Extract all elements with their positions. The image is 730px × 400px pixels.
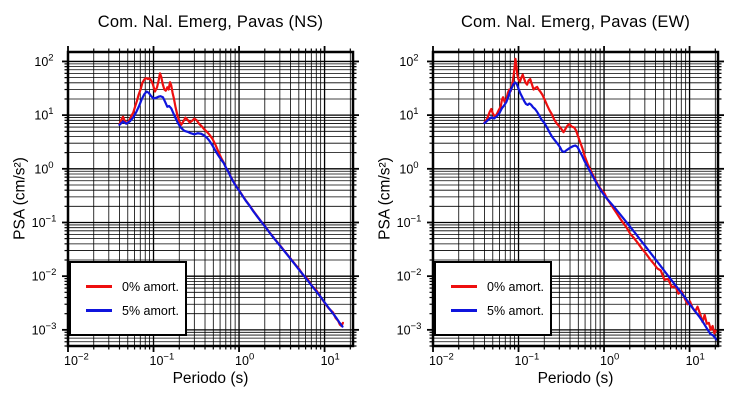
svg-text:101: 101 (34, 106, 53, 123)
svg-text:10−1: 10−1 (150, 352, 175, 369)
plot-frame (66, 50, 355, 348)
svg-text:10−3: 10−3 (32, 321, 57, 338)
curve-5-amort (483, 81, 718, 341)
tick-labels: 10−2 10−1 100 101 102 101 100 10−1 10−2 10−3 (397, 52, 705, 368)
svg-text:100: 100 (399, 160, 418, 177)
svg-text:10−1: 10−1 (397, 213, 422, 230)
tick-labels: 10−2 10−1 100 101 102 101 100 10−1 10−2 10−3 (32, 52, 340, 368)
legend-item: 5% amort. (86, 304, 185, 318)
chart-title-ew: Com. Nal. Emerg, Pavas (EW) (460, 13, 691, 31)
legend-line-red-icon (451, 285, 477, 288)
svg-text:102: 102 (34, 52, 53, 69)
x-axis-label: Periodo (s) (172, 370, 249, 387)
chart-panel-ew: Com. Nal. Emerg, Pavas (EW) 10−2 10−1 100 1… (365, 0, 730, 400)
svg-text:10−2: 10−2 (64, 352, 89, 369)
svg-text:10−2: 10−2 (32, 267, 57, 284)
legend-line-red-icon (86, 285, 112, 288)
legend-item: 5% amort. (451, 304, 550, 318)
chart-panel-ns: Com. Nal. Emerg, Pavas (NS) 10−2 10−1 100 1… (11, 13, 359, 387)
svg-text:100: 100 (34, 160, 53, 177)
legend-item: 0% amort. (86, 280, 185, 294)
plot-area-ew: 10−2 10−1 100 101 102 101 100 10−1 10−2 10−3 (397, 46, 724, 368)
legend: 0% amort. 5% amort. (69, 261, 187, 336)
svg-text:100: 100 (600, 352, 619, 369)
plot-area-ns: 10−2 10−1 100 101 102 101 100 10−1 10−2 10−3 (32, 46, 359, 368)
x-axis-label: Periodo (s) (537, 370, 614, 387)
svg-text:101: 101 (686, 352, 705, 369)
legend-line-blue-icon (451, 309, 477, 312)
svg-text:101: 101 (321, 352, 340, 369)
svg-text:102: 102 (399, 52, 418, 69)
legend-item: 0% amort. (451, 280, 550, 294)
legend-line-blue-icon (86, 309, 112, 312)
svg-text:100: 100 (235, 352, 254, 369)
y-axis-label: PSA (cm/s²) (11, 157, 29, 240)
curve-5-amort (118, 90, 344, 328)
svg-text:10−2: 10−2 (429, 352, 454, 369)
svg-text:101: 101 (399, 106, 418, 123)
y-axis-label: PSA (cm/s²) (376, 157, 394, 240)
svg-text:10−2: 10−2 (397, 267, 422, 284)
legend: 0% amort. 5% amort. (434, 261, 552, 336)
legend-item-label: 0% amort. (487, 279, 544, 294)
legend-item-label: 0% amort. (122, 279, 179, 294)
svg-text:10−1: 10−1 (515, 352, 540, 369)
chart-title-ns: Com. Nal. Emerg, Pavas (NS) (97, 13, 324, 31)
svg-text:10−3: 10−3 (397, 321, 422, 338)
legend-item-label: 5% amort. (487, 303, 544, 318)
legend-item-label: 5% amort. (122, 303, 179, 318)
svg-text:10−1: 10−1 (32, 213, 57, 230)
plot-frame (431, 50, 720, 348)
